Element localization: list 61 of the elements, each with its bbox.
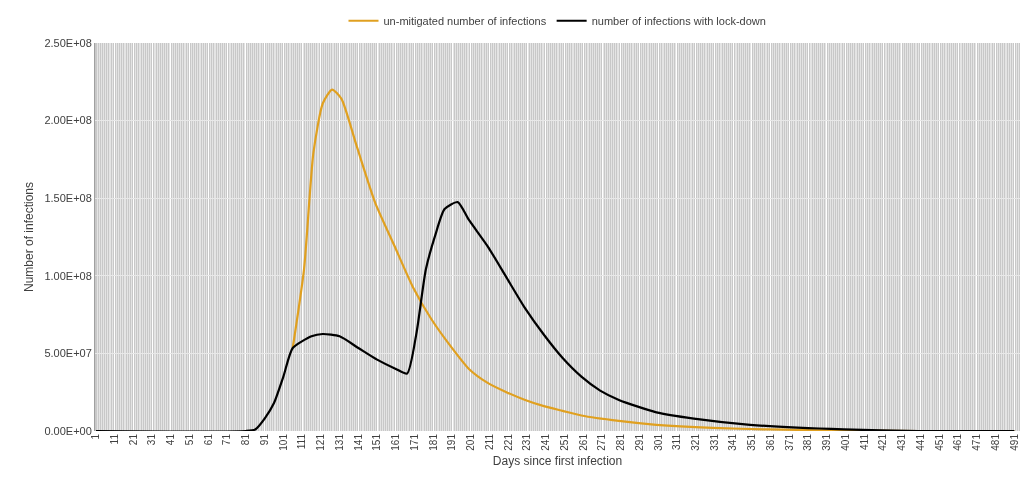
x-tick-label: 251 <box>558 433 570 451</box>
x-tick-label: 171 <box>408 433 420 451</box>
x-tick-label: 391 <box>821 433 833 451</box>
x-tick-label: 71 <box>221 433 233 446</box>
x-tick-label: 401 <box>839 433 851 451</box>
x-tick-label: 41 <box>165 433 177 446</box>
x-tick-label: 191 <box>446 433 458 451</box>
x-tick-label: 131 <box>333 433 345 451</box>
x-tick-label: 281 <box>615 433 627 451</box>
x-tick-label: 441 <box>914 433 926 451</box>
line-series <box>95 200 1016 431</box>
x-tick-label: 301 <box>652 433 664 451</box>
x-tick-label: 21 <box>127 433 139 446</box>
x-tick-label: 161 <box>390 433 402 451</box>
x-tick-label: 101 <box>277 433 289 451</box>
x-tick-label: 411 <box>858 433 870 450</box>
x-tick-label: 121 <box>315 433 327 451</box>
x-tick-label: 331 <box>708 433 720 451</box>
x-tick-label: 421 <box>877 433 889 451</box>
legend-label: un-mitigated number of infections <box>383 15 547 28</box>
x-tick-label: 51 <box>183 433 195 446</box>
y-tick-label: 1.50E+08 <box>44 192 92 205</box>
x-tick-label: 431 <box>896 433 908 451</box>
x-tick-label: 451 <box>933 433 945 451</box>
x-tick-label: 341 <box>727 433 739 451</box>
x-tick-label: 371 <box>783 433 795 451</box>
x-tick-label: 81 <box>240 433 252 446</box>
x-tick-label: 351 <box>746 433 758 451</box>
y-tick-label: 1.00E+08 <box>44 269 92 282</box>
legend-label: number of infections with lock-down <box>591 15 766 28</box>
x-tick-label: 11 <box>108 433 120 445</box>
y-tick-label: 0.00E+00 <box>44 424 92 437</box>
y-tick-label: 2.50E+08 <box>44 36 92 49</box>
x-tick-label: 481 <box>989 433 1001 451</box>
x-tick-label: 31 <box>146 433 158 446</box>
x-tick-label: 231 <box>521 433 533 451</box>
x-tick-label: 221 <box>502 433 514 451</box>
x-tick-label: 61 <box>202 433 214 446</box>
y-tick-label: 2.00E+08 <box>44 114 92 127</box>
x-tick-label: 91 <box>258 433 270 446</box>
x-tick-label: 311 <box>671 433 683 450</box>
x-tick-label: 151 <box>371 433 383 451</box>
x-tick-label: 241 <box>540 433 552 451</box>
x-tick-label: 471 <box>971 433 983 451</box>
x-tick-label: 361 <box>764 433 776 451</box>
x-tick-label: 461 <box>952 433 964 451</box>
x-tick-label: 211 <box>483 433 495 450</box>
x-tick-label: 111 <box>296 433 308 450</box>
y-tick-label: 5.00E+07 <box>44 347 92 360</box>
x-tick-label: 491 <box>1008 433 1020 451</box>
x-tick-label: 291 <box>633 433 645 451</box>
x-tick-label: 381 <box>802 433 814 451</box>
x-tick-label: 261 <box>577 433 589 451</box>
x-tick-label: 321 <box>689 433 701 451</box>
y-axis-title: Number of infections <box>21 181 36 293</box>
x-tick-label: 271 <box>596 433 608 451</box>
x-tick-label: 201 <box>465 433 477 451</box>
x-tick-label: 181 <box>427 433 439 451</box>
x-tick-label: 1 <box>90 433 102 440</box>
x-axis-title: Days since first infection <box>492 453 623 468</box>
x-tick-label: 141 <box>352 433 364 451</box>
